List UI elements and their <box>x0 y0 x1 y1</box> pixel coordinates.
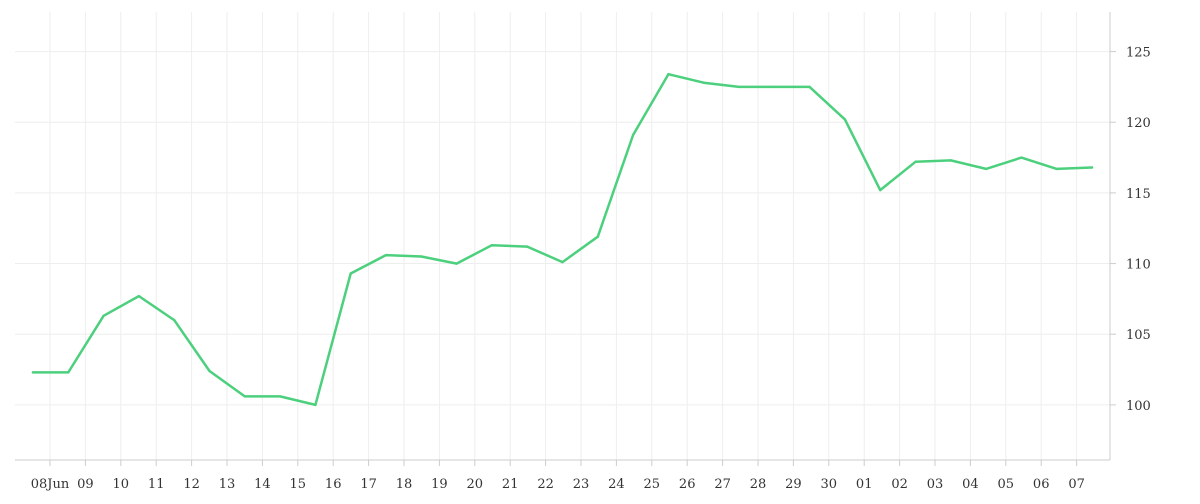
data-point <box>278 395 282 398</box>
data-point <box>949 159 952 162</box>
data-point <box>1090 166 1094 169</box>
x-tick-label: 23 <box>573 477 590 492</box>
x-tick-label: 16 <box>325 477 342 492</box>
data-point <box>596 235 599 238</box>
y-tick-label: 125 <box>1126 46 1151 61</box>
data-point <box>1020 156 1023 159</box>
axes <box>15 12 1116 466</box>
x-tick-label: 05 <box>998 477 1015 492</box>
x-tick-label: 15 <box>290 477 307 492</box>
x-tick-label: 06 <box>1033 477 1050 492</box>
data-point <box>526 245 529 248</box>
data-point <box>737 85 741 89</box>
data-point <box>1055 167 1058 171</box>
x-tick-label: 20 <box>467 477 484 492</box>
data-point <box>349 272 352 275</box>
x-tick-label: 02 <box>891 477 908 492</box>
data-point <box>67 371 70 374</box>
x-tick-label: 28 <box>750 477 767 492</box>
grid <box>15 12 1110 460</box>
data-point <box>984 167 988 171</box>
data-point <box>843 118 847 121</box>
x-tick-label: 22 <box>537 477 554 492</box>
data-point <box>243 395 246 398</box>
data-point <box>455 262 458 265</box>
data-point <box>773 85 776 89</box>
x-tick-label: 19 <box>431 477 448 492</box>
y-tick-label: 110 <box>1126 258 1151 273</box>
data-point <box>667 73 670 76</box>
x-tick-label: 01 <box>856 477 873 492</box>
x-tick-label: 24 <box>608 477 625 492</box>
data-point <box>702 81 705 84</box>
x-tick-label: 09 <box>77 477 94 492</box>
x-tick-label: 14 <box>254 477 271 492</box>
data-point <box>137 294 141 298</box>
x-tick-label: 03 <box>927 477 944 492</box>
data-point <box>314 403 317 407</box>
tick-labels: 100 105 110 115 120 125 08Jun 09 10 11 12 13 14 15 16 1… <box>31 46 1151 492</box>
x-tick-label: 04 <box>962 477 979 492</box>
data-point <box>384 253 388 257</box>
data-point <box>102 314 105 317</box>
data-point <box>490 244 494 247</box>
x-tick-label: 27 <box>714 477 731 492</box>
x-tick-label: 12 <box>183 477 200 492</box>
data-point <box>31 371 35 374</box>
data-point <box>420 255 423 258</box>
x-tick-label: 26 <box>679 477 696 492</box>
x-tick-label: 10 <box>113 477 130 492</box>
data-point <box>631 133 635 137</box>
data-point <box>879 188 882 192</box>
y-tick-label: 120 <box>1126 116 1151 131</box>
y-tick-label: 100 <box>1126 399 1151 414</box>
x-tick-label: 29 <box>785 477 802 492</box>
series-layer <box>31 72 1094 407</box>
data-point <box>561 260 564 264</box>
x-tick-label: 07 <box>1068 477 1085 492</box>
x-tick-label: 18 <box>396 477 413 492</box>
x-tick-label: 08Jun <box>31 477 70 492</box>
x-tick-label: 21 <box>502 477 519 492</box>
data-point <box>808 85 811 89</box>
y-tick-label: 105 <box>1126 328 1151 343</box>
x-tick-label: 13 <box>219 477 236 492</box>
x-tick-label: 25 <box>644 477 661 492</box>
x-tick-label: 11 <box>148 477 165 492</box>
x-tick-label: 17 <box>360 477 377 492</box>
data-point <box>208 369 211 373</box>
data-point <box>173 318 176 322</box>
data-point <box>914 160 917 163</box>
y-tick-label: 115 <box>1126 187 1151 202</box>
x-tick-label: 30 <box>821 477 838 492</box>
